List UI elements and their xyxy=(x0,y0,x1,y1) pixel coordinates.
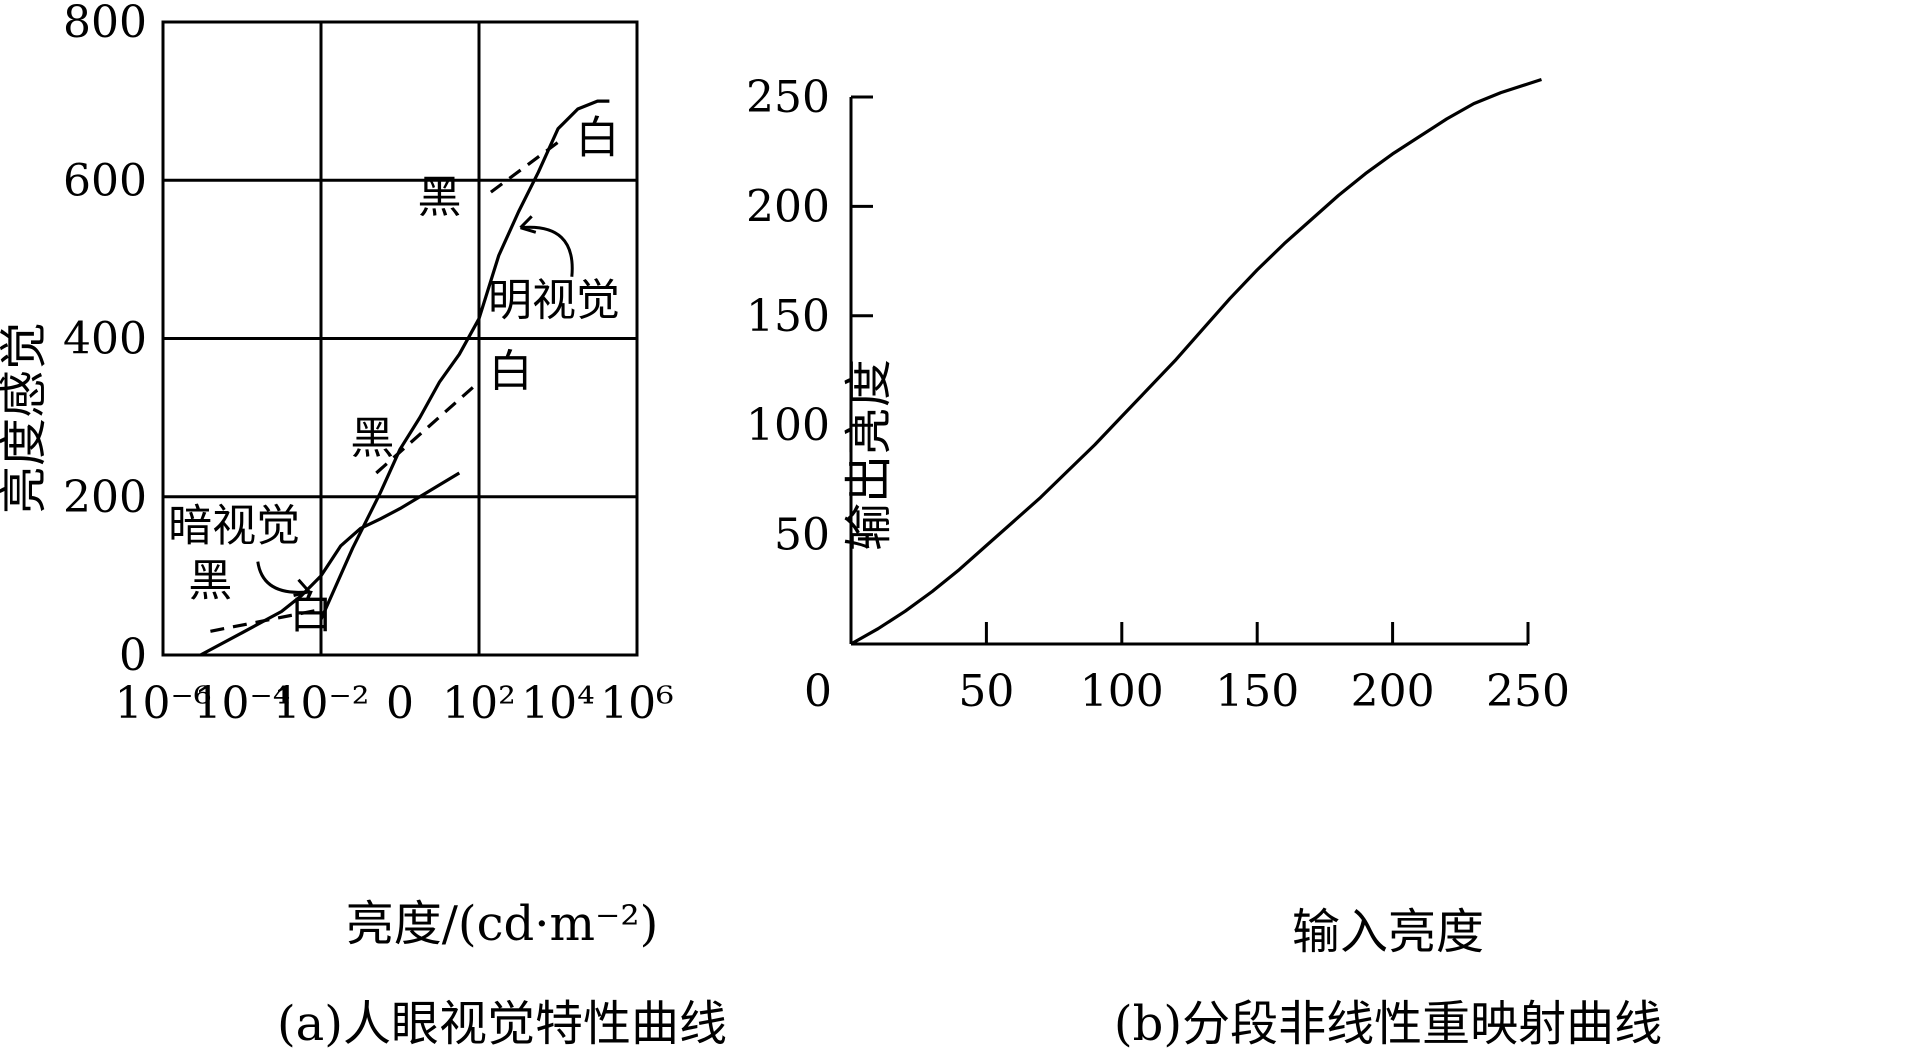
b-y-tick-label: 100 xyxy=(746,400,830,451)
a-annotation: 白 xyxy=(576,113,620,164)
b-axes xyxy=(849,97,1528,646)
a-series-line xyxy=(199,471,461,657)
b-y-tick-label: 50 xyxy=(774,510,830,561)
a-x-tick-label: 10² xyxy=(442,678,516,729)
a-dashed-line xyxy=(210,608,320,633)
a-x-tick-label: 10⁶ xyxy=(600,678,674,729)
a-x-tick-label: 10⁻⁴ xyxy=(194,678,291,729)
a-x-tick-label: 10⁴ xyxy=(521,678,595,729)
b-x-tick-label: 100 xyxy=(1080,666,1164,717)
a-y-tick-label: 800 xyxy=(63,0,147,48)
b-series-line xyxy=(850,77,1542,646)
a-ticks: 10⁻⁶10⁻⁴10⁻² 0 10² 10⁴ 10⁶ 0 200 400 600 800 xyxy=(63,0,674,729)
b-x-tick-label: 150 xyxy=(1215,666,1299,717)
a-y-tick-label: 200 xyxy=(63,472,147,523)
b-y-tick-label: 150 xyxy=(746,291,830,342)
a-y-tick-label: 400 xyxy=(63,314,147,365)
a-x-tick-label: 0 xyxy=(386,678,414,729)
a-ylabel: 亮度感觉 xyxy=(0,322,52,514)
b-x-tick-label: 50 xyxy=(958,666,1014,717)
b-x-tick-label: 200 xyxy=(1351,666,1435,717)
b-ylabel: 输出亮度 xyxy=(841,359,897,551)
a-annotation: 黑 xyxy=(188,556,232,607)
b-xlabel: 输入亮度 xyxy=(1292,904,1484,960)
b-x-tick-label: 250 xyxy=(1486,666,1570,717)
a-annotation: 白 xyxy=(489,346,533,397)
a-dark-vision-arrow xyxy=(256,561,311,597)
a-caption: (a)人眼视觉特性曲线 xyxy=(277,996,727,1052)
b-series xyxy=(850,77,1542,646)
a-y-tick-label: 0 xyxy=(119,630,147,681)
b-ticks: 0 50 100 150 200 250 50 100 150 200 250 xyxy=(746,72,1570,717)
a-xlabel: 亮度/(cd·m⁻²) xyxy=(346,896,659,952)
a-series-line xyxy=(319,99,610,621)
a-annotation: 暗视觉 xyxy=(168,500,300,551)
a-y-tick-label: 600 xyxy=(63,155,147,206)
b-caption: (b)分段非线性重映射曲线 xyxy=(1114,996,1662,1052)
b-y-tick-label: 200 xyxy=(746,181,830,232)
a-bright-vision-arrow xyxy=(519,215,574,277)
b-y-tick-label: 250 xyxy=(746,72,830,123)
a-annotation: 黑 xyxy=(418,172,462,223)
a-x-tick-label: 10⁻² xyxy=(273,678,370,729)
b-x-tick-label: 0 xyxy=(804,666,832,717)
a-annotation: 黑 xyxy=(350,413,394,464)
a-dashed-line xyxy=(489,141,559,194)
a-x-tick-label: 10⁻⁶ xyxy=(115,678,212,729)
a-annotation: 明视觉 xyxy=(488,275,620,326)
a-series xyxy=(199,99,610,657)
a-grid xyxy=(161,20,639,657)
